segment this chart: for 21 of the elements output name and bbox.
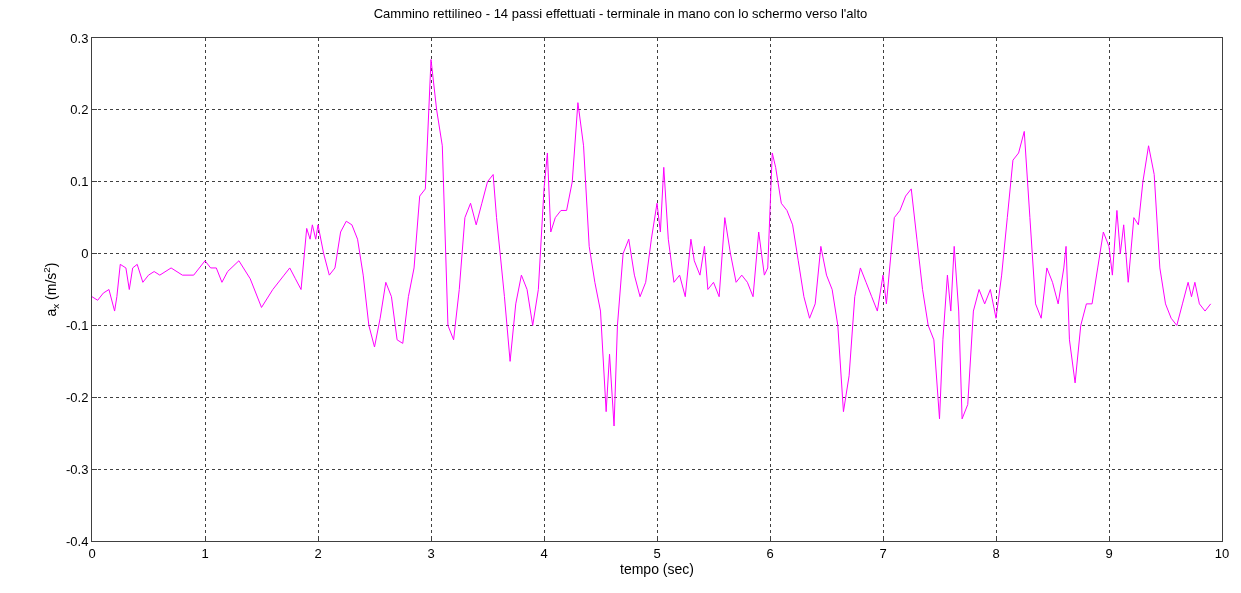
x-tick-label: 7: [879, 545, 887, 561]
x-tick-label: 5: [653, 545, 661, 561]
x-tick-label: 8: [992, 545, 1000, 561]
line-series: [92, 59, 1212, 427]
x-tick-label: 1: [201, 545, 209, 561]
x-tick-label: 4: [540, 545, 548, 561]
y-tick-label: -0.4: [65, 533, 89, 549]
x-tick-label: 3: [427, 545, 435, 561]
y-tick-label: 0.2: [70, 102, 89, 118]
chart-title: Cammino rettilineo - 14 passi effettuati - terminale in mano con lo schermo verso l'alto: [373, 5, 868, 21]
x-axis-title: tempo (sec): [620, 560, 694, 577]
y-tick-label: -0.1: [65, 317, 89, 333]
y-tick-label: 0: [81, 246, 89, 262]
x-tick-label: 6: [766, 545, 774, 561]
x-tick-label: 9: [1105, 545, 1113, 561]
x-tick-label: 2: [314, 545, 322, 561]
y-tick-label: 0.1: [70, 174, 89, 190]
y-tick-label: -0.2: [65, 389, 89, 405]
y-tick-label: 0.3: [70, 30, 89, 46]
x-tick-label: 10: [1214, 545, 1230, 561]
y-tick-label: -0.3: [65, 461, 89, 477]
